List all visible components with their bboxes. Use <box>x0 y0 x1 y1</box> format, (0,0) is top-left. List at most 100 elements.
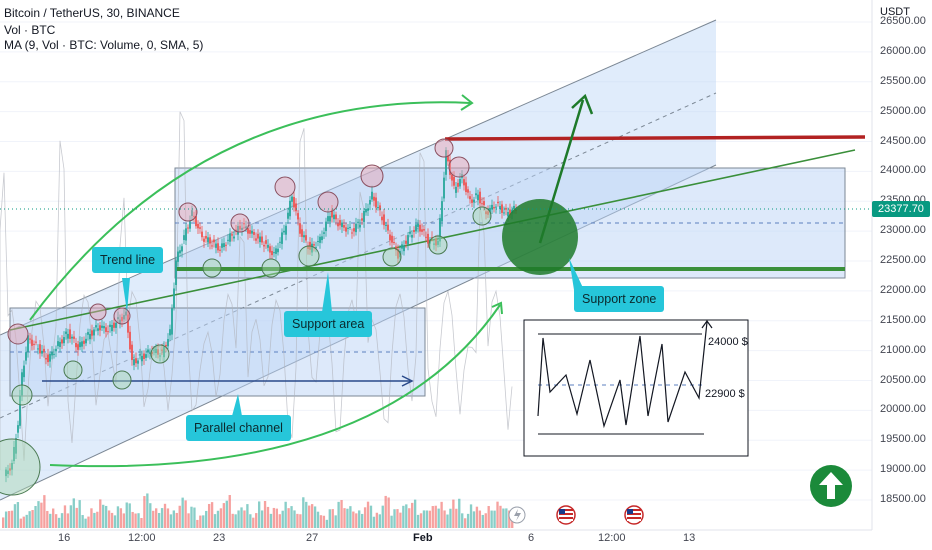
volume-bar <box>416 514 420 528</box>
parallel-channel-callout: Parallel channel <box>186 415 291 441</box>
volume-bar <box>116 506 120 528</box>
flag-usa-icon[interactable] <box>624 505 644 525</box>
candle-body <box>163 346 165 358</box>
candle-body <box>259 236 261 243</box>
candle-body <box>91 330 93 336</box>
price-tick-label: 26000.00 <box>880 44 926 57</box>
candle-body <box>39 344 41 354</box>
volume-bar <box>461 513 464 528</box>
candle-body <box>385 224 387 227</box>
volume-bar <box>287 508 290 528</box>
volume-bar <box>419 513 423 528</box>
volume-bar <box>399 512 402 528</box>
price-tick-label: 21500.00 <box>880 313 926 326</box>
price-tick-label: 20000.00 <box>880 403 926 416</box>
volume-bar <box>463 518 467 528</box>
volume-bar <box>125 502 128 528</box>
candle-body <box>363 210 365 222</box>
candle-body <box>197 223 199 229</box>
volume-bar <box>369 505 373 528</box>
price-tick-label: 20500.00 <box>880 373 926 386</box>
candle-body <box>45 358 47 360</box>
volume-bar <box>4 511 8 528</box>
candle-body <box>17 425 19 433</box>
price-tick-label: 23000.00 <box>880 224 926 237</box>
volume-bar <box>219 508 223 528</box>
volume-bar <box>302 497 305 528</box>
candle-body <box>253 232 255 235</box>
volume-bar <box>143 496 146 528</box>
candle-body <box>19 395 21 426</box>
inset-box <box>523 319 749 457</box>
volume-bar <box>508 510 511 528</box>
candle-body <box>377 207 379 209</box>
trend-line-callout: Trend line <box>92 247 164 273</box>
candle-body <box>373 196 375 201</box>
candle-body <box>61 339 63 344</box>
time-tick-label: 13 <box>683 532 696 544</box>
candle-body <box>219 249 221 251</box>
volume-bar <box>113 515 117 528</box>
volume-bar <box>263 501 267 528</box>
support-zone-pointer <box>569 258 584 290</box>
candle-body <box>175 260 177 285</box>
candle-body <box>469 196 471 200</box>
volume-bar <box>213 514 217 528</box>
volume-bar <box>205 510 208 528</box>
candle-body <box>95 325 97 328</box>
inset-top-label: 24000 $ <box>708 336 748 348</box>
candle-body <box>359 224 361 228</box>
volume-bar <box>396 509 399 528</box>
candle-body <box>361 218 363 221</box>
resistance-line <box>444 135 866 141</box>
candle-body <box>245 226 247 229</box>
volume-bar <box>316 511 320 528</box>
candle-body <box>105 327 107 332</box>
candle-body <box>179 250 181 254</box>
candle-body <box>11 462 13 470</box>
candle-body <box>433 243 435 245</box>
volume-bar <box>381 505 384 528</box>
candle-body <box>47 354 49 363</box>
candle-body <box>255 238 257 241</box>
candle-body <box>465 182 467 193</box>
volume-bar <box>278 514 281 528</box>
candle-body <box>155 348 157 354</box>
candle-body <box>343 225 345 228</box>
volume-bar <box>252 517 255 528</box>
candle-body <box>83 340 85 344</box>
volume-bar <box>363 507 367 528</box>
candle-body <box>43 348 45 352</box>
volume-bar <box>472 511 476 528</box>
volume-bar <box>437 508 440 528</box>
volume-bar <box>31 510 34 528</box>
volume-bar <box>443 510 446 528</box>
candle-body <box>37 348 39 350</box>
candle-body <box>499 206 501 210</box>
volume-bar <box>428 510 432 528</box>
parallel-channel-pointer <box>232 394 242 416</box>
volume-bar <box>255 513 258 528</box>
candle-body <box>145 354 147 358</box>
candle-body <box>269 246 271 253</box>
curve-arrow-bottom <box>49 304 501 468</box>
candle-body <box>387 224 389 231</box>
candle-body <box>131 344 133 361</box>
volume-bar <box>175 512 178 528</box>
candle-body <box>199 227 201 229</box>
volume-bar <box>481 514 484 528</box>
volume-bar <box>452 499 455 528</box>
candle-body <box>321 236 323 241</box>
candle-body <box>411 234 413 238</box>
candle-body <box>391 235 393 243</box>
volume-bar <box>166 508 170 528</box>
candle-body <box>345 227 347 232</box>
flag-usa-icon[interactable] <box>556 505 576 525</box>
candle-body <box>281 232 283 244</box>
volume-bar <box>458 498 461 528</box>
volume-bar <box>266 506 270 528</box>
candle-body <box>349 226 351 228</box>
price-tick-label: 22500.00 <box>880 254 926 266</box>
volume-bar <box>104 505 108 528</box>
